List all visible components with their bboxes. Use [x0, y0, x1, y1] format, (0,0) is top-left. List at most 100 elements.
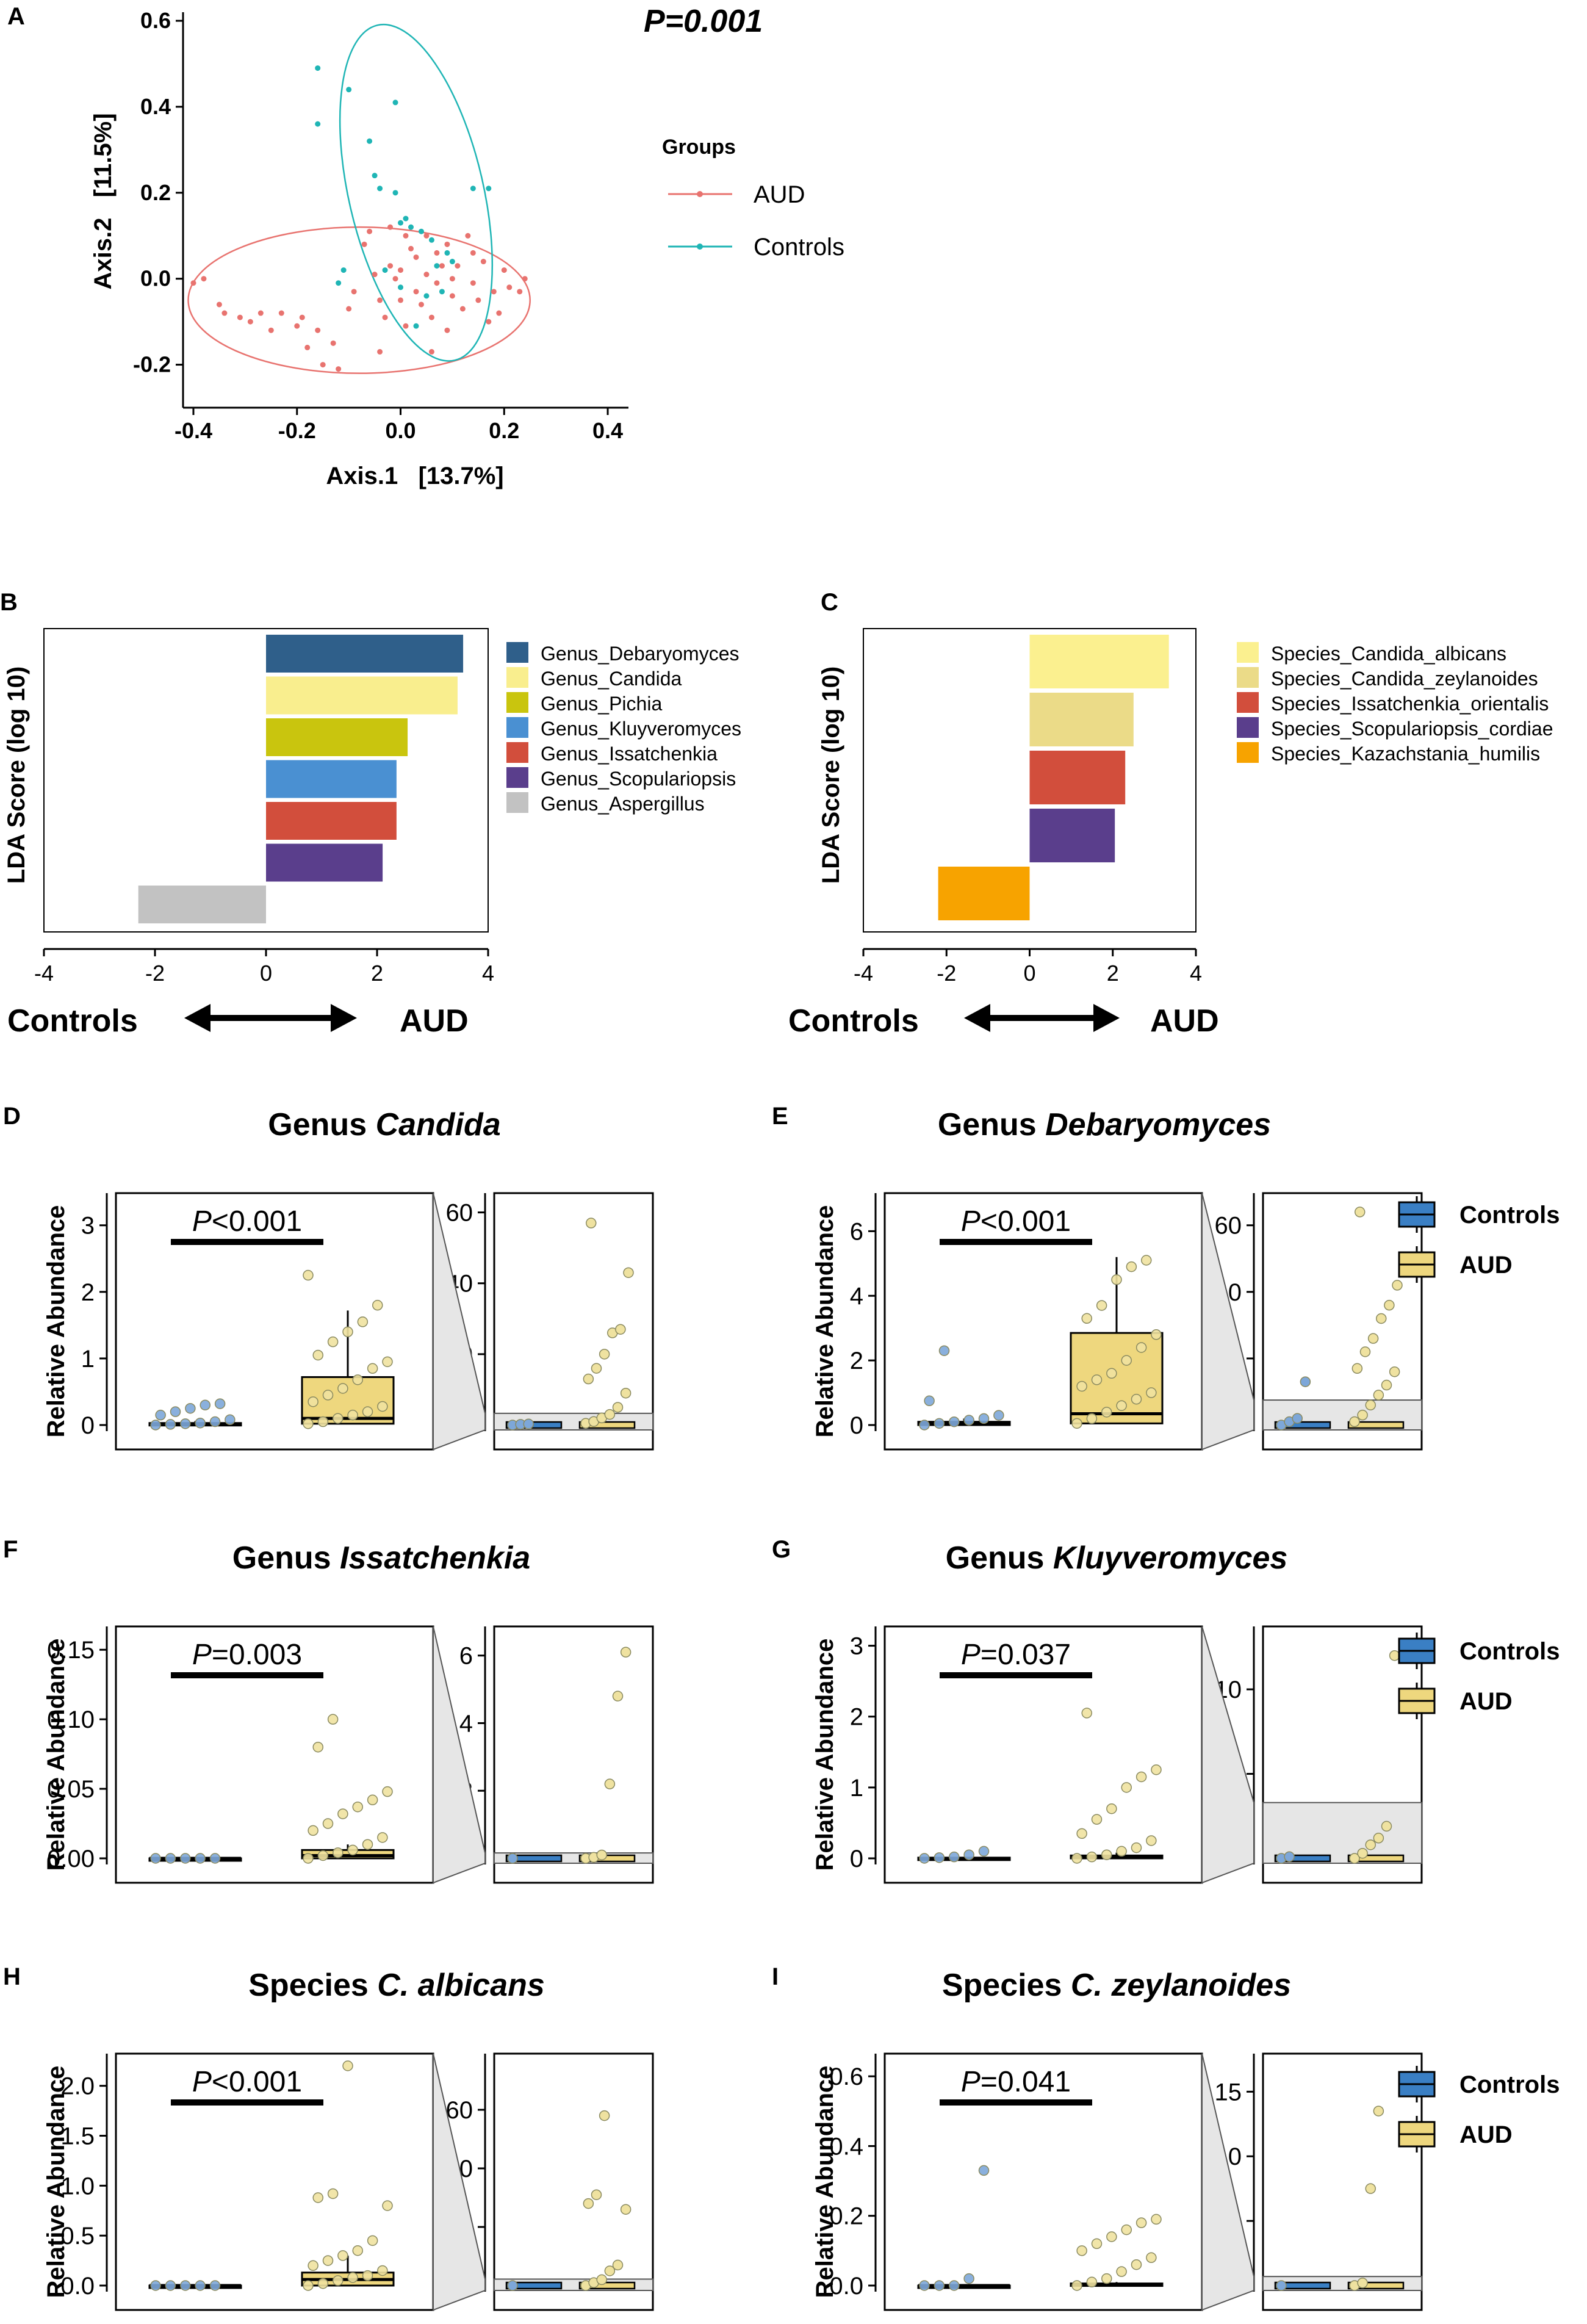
y-tick-label: 0.6 [140, 8, 171, 33]
controls-point [403, 215, 409, 222]
jitter-point [1086, 1851, 1098, 1863]
panel-title: Genus Debaryomyces [938, 1107, 1271, 1142]
zoom-point [623, 1267, 634, 1279]
lda-bar [1029, 693, 1134, 746]
pcoa-plot: -0.4 -0.2 0.0 0.2 0.4 0.6 0.4 0.2 0.0 -0.2 [133, 8, 628, 443]
jitter-point [924, 1395, 935, 1407]
aud-point [351, 289, 357, 295]
aud-ellipse [187, 226, 531, 374]
zoom-point [596, 1849, 607, 1861]
jitter-point [1091, 1814, 1103, 1825]
lda-bar [266, 843, 383, 882]
y-tick-label: 1.5 [60, 2123, 95, 2150]
panel-letter: E [772, 1103, 788, 1130]
pcoa-legend-controls-label: Controls [754, 234, 844, 261]
panel-a: A P=0.001 -0.4 -0.2 0.0 0.2 0.40.60.40.20.0-… [7, 3, 844, 489]
box-panel-e: E Genus Debaryomyces Relative Abundance 6 4 2… [772, 1103, 1423, 1451]
jitter-point [1151, 1764, 1162, 1775]
lda-bar [266, 760, 397, 798]
jitter-point [963, 2273, 974, 2284]
x-tick-label: -0.4 [175, 418, 212, 443]
jitter-point [352, 1801, 363, 1813]
zoom-connector [433, 2053, 486, 2311]
y-tick-label: 3 [850, 1633, 863, 1660]
zoom-point [1373, 1390, 1384, 1401]
controls-point [413, 323, 419, 329]
jitter-point [382, 2200, 393, 2211]
lda-genus-plot: -4 -2 0 2 4 [34, 628, 494, 986]
p-value: P=0.041 [961, 2066, 1071, 2098]
panel-letter: H [3, 1963, 21, 1990]
y-tick-label: 1.0 [60, 2173, 95, 2200]
zoom-point [1389, 1650, 1400, 1661]
zoom-point [583, 2198, 594, 2209]
zoom-point [507, 2280, 518, 2291]
jitter-point [367, 1363, 378, 1374]
panel-title-italic: Issatchenkia [340, 1540, 530, 1576]
controls-point [340, 267, 347, 273]
panel-letter: F [3, 1536, 18, 1563]
direction-aud-b: AUD [400, 1003, 469, 1039]
zoom-plot-frame [493, 2052, 654, 2311]
legend-swatch [506, 742, 528, 763]
zoom-point [615, 1324, 626, 1335]
jitter-point [1146, 1835, 1157, 1846]
aud-point [403, 323, 409, 329]
y-tick-label: 0.0 [140, 266, 171, 291]
zoom-plot-frame [493, 1192, 654, 1451]
jitter-point [382, 1786, 393, 1797]
zoom-point [604, 2265, 616, 2276]
jitter-point [1106, 1368, 1117, 1379]
jitter-point [342, 2060, 353, 2071]
jitter-point [195, 2280, 206, 2291]
panel-a-pvalue: P=0.001 [644, 4, 763, 39]
aud-point [428, 314, 434, 320]
legend-label: Species_Candida_zeylanoides [1271, 668, 1538, 690]
zoom-box [578, 2281, 636, 2290]
zoom-box [578, 1854, 636, 1863]
jitter-point [195, 1853, 206, 1864]
aud-point [190, 280, 196, 286]
zoom-point [604, 1778, 616, 1789]
zoom-point [620, 1387, 632, 1399]
jitter-point [327, 1714, 339, 1725]
legend-label: Genus_Scopulariopsis [541, 768, 736, 790]
zoom-y-tick-label: 60 [1215, 1213, 1242, 1240]
jitter-point [934, 1418, 945, 1429]
jitter-point [1121, 2224, 1132, 2236]
jitter-point [180, 2280, 191, 2291]
lda-bar [1029, 635, 1169, 688]
lda-bar [266, 676, 458, 715]
zoom-point [507, 1853, 518, 1864]
y-tick-label: -0.2 [133, 352, 171, 377]
aud-point [434, 250, 440, 256]
jitter-point [372, 1299, 383, 1311]
box-panel-f: F Genus Issatchenkia Relative Abundance0.1… [3, 1536, 654, 1884]
controls-point [486, 186, 492, 192]
jitter-point [978, 2165, 990, 2176]
jitter-point [963, 1415, 974, 1426]
panel-title-italic: Debaryomyces [1045, 1107, 1271, 1142]
x-tick-label: -4 [34, 961, 54, 986]
jitter-point [150, 1420, 161, 1431]
pcoa-legend-aud-label: AUD [754, 181, 805, 208]
aud-point [465, 233, 471, 239]
jitter-point [1111, 1274, 1122, 1285]
controls-ellipse [339, 23, 494, 362]
y-tick-label: 0.6 [829, 2063, 863, 2090]
jitter-point [367, 2235, 378, 2246]
jitter-point [225, 1414, 236, 1426]
zoom-point [599, 1349, 610, 1360]
jitter-point [1116, 2266, 1127, 2277]
jitter-point [165, 2280, 176, 2291]
aud-point [501, 267, 507, 273]
legend-label: AUD [1459, 1688, 1513, 1715]
x-tick-label: 0 [260, 961, 272, 986]
controls-point [336, 280, 342, 286]
jitter-point [180, 1853, 191, 1864]
y-tick-label: 0.10 [47, 1706, 95, 1733]
legend-label: Species_Kazachstania_humilis [1271, 743, 1540, 765]
jitter-point [180, 1418, 191, 1429]
jitter-point [362, 1839, 373, 1850]
y-tick-label: 2 [81, 1279, 95, 1306]
